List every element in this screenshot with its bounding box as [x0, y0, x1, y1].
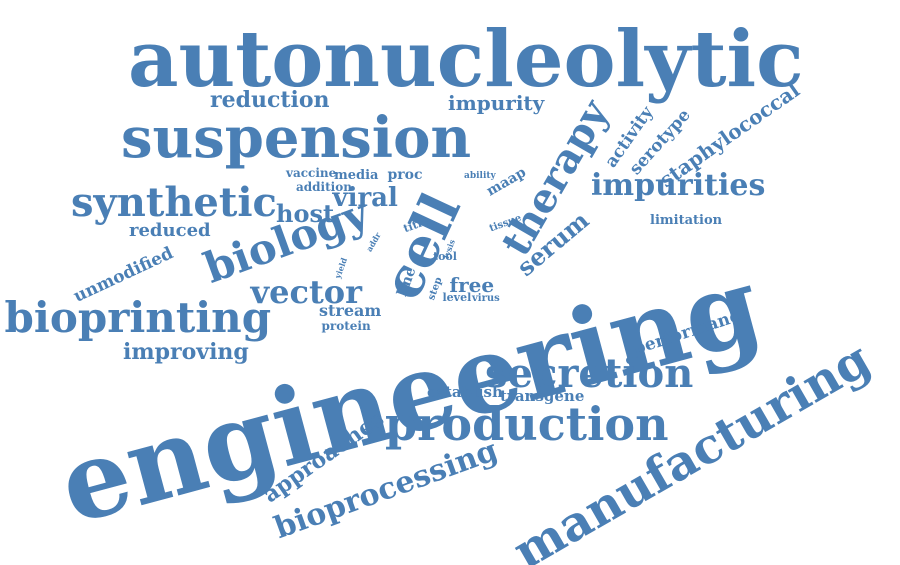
word-impurities: impurities [591, 168, 766, 203]
word-viral: viral [332, 183, 398, 213]
word-virus: virus [472, 293, 500, 304]
word-impurity: impurity [448, 91, 545, 115]
word-transgene: transgene [500, 386, 585, 405]
word-ability: ability [464, 170, 496, 181]
word-protein: protein [321, 319, 371, 333]
word-reduction: reduction [210, 87, 330, 113]
word-secretion: secretion [485, 350, 694, 397]
word-addition: addition [296, 180, 352, 194]
word-host: host [276, 199, 335, 228]
word-improving: improving [123, 339, 249, 365]
word-vaccine: vaccine [286, 166, 337, 180]
word-proc: proc [387, 167, 423, 183]
word-autonucleolytic: autonucleolytic [128, 14, 804, 105]
word-stream: stream [319, 301, 382, 320]
word-production: production [385, 397, 669, 451]
word-synthetic: synthetic [71, 179, 277, 226]
word-media: media [334, 167, 379, 183]
word-free: free [449, 273, 495, 297]
word-tool: tool [433, 249, 457, 263]
word-level: level [442, 290, 472, 304]
word-limitation: limitation [650, 212, 723, 228]
word-reduced: reduced [129, 220, 211, 241]
word-vector: vector [250, 273, 362, 311]
word-bioprinting: bioprinting [4, 293, 272, 342]
word-establish: establish [427, 382, 503, 401]
word-suspension: suspension [121, 105, 472, 171]
